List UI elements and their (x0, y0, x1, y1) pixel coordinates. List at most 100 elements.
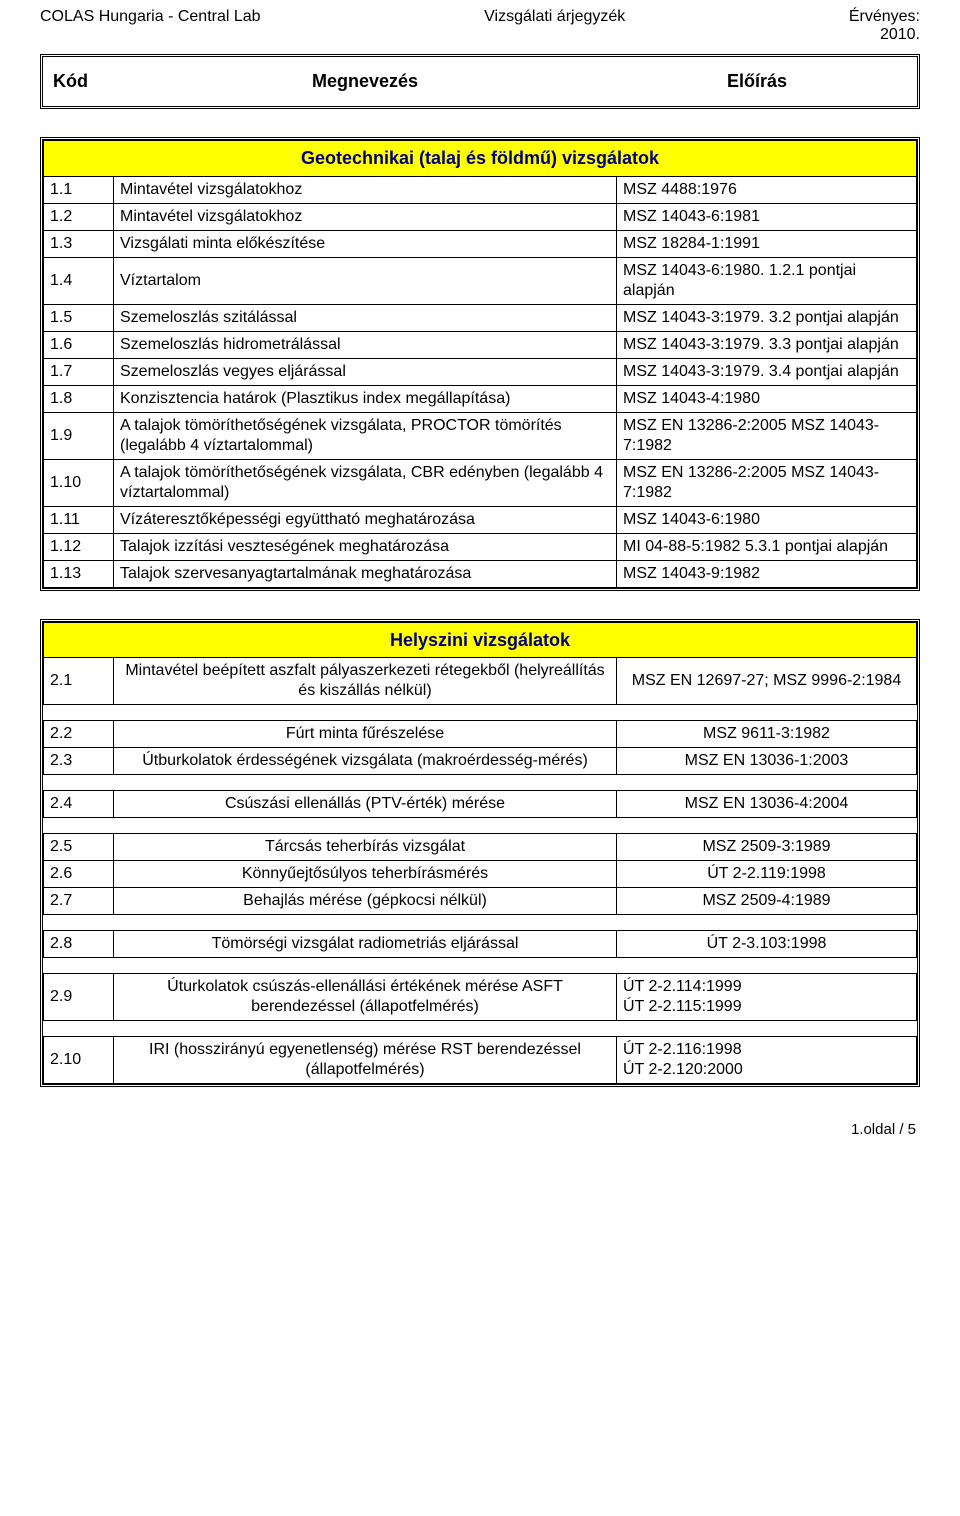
section-title: Geotechnikai (talaj és földmű) vizsgálat… (44, 141, 917, 177)
cell-code: 1.8 (44, 385, 114, 412)
cell-spec: MSZ 14043-3:1979. 3.2 pontjai alapján (617, 304, 917, 331)
col-header-spec: Előírás (607, 71, 907, 92)
cell-name: Szemeloszlás vegyes eljárással (114, 358, 617, 385)
cell-name: Víztartalom (114, 257, 617, 304)
cell-code: 1.2 (44, 203, 114, 230)
cell-spec: MSZ 18284-1:1991 (617, 230, 917, 257)
cell-name: Tárcsás teherbírás vizsgálat (114, 834, 617, 861)
cell-code: 1.5 (44, 304, 114, 331)
table-row: 1.8Konzisztencia határok (Plasztikus ind… (44, 385, 917, 412)
table-row: 1.6Szemeloszlás hidrometrálássalMSZ 1404… (44, 331, 917, 358)
gap-row (44, 818, 917, 834)
cell-code: 2.9 (44, 974, 114, 1021)
cell-spec: MSZ 2509-3:1989 (617, 834, 917, 861)
gap-row (44, 775, 917, 791)
cell-code: 1.6 (44, 331, 114, 358)
cell-code: 2.8 (44, 931, 114, 958)
cell-code: 2.2 (44, 721, 114, 748)
table-row: 2.2Fúrt minta fűrészeléseMSZ 9611-3:1982 (44, 721, 917, 748)
cell-name: Csúszási ellenállás (PTV-érték) mérése (114, 791, 617, 818)
cell-code: 1.3 (44, 230, 114, 257)
data-table: Helyszini vizsgálatok2.1Mintavétel beépí… (43, 622, 917, 1085)
cell-code: 2.5 (44, 834, 114, 861)
cell-code: 1.7 (44, 358, 114, 385)
gap-row (44, 958, 917, 974)
cell-code: 2.4 (44, 791, 114, 818)
cell-code: 2.7 (44, 888, 114, 915)
tables-container: Geotechnikai (talaj és földmű) vizsgálat… (40, 137, 920, 1087)
col-header-name: Megnevezés (123, 71, 607, 92)
cell-name: A talajok tömöríthetőségének vizsgálata,… (114, 459, 617, 506)
table-row: 1.1Mintavétel vizsgálatokhozMSZ 4488:197… (44, 176, 917, 203)
cell-name: Könnyűejtősúlyos teherbírásmérés (114, 861, 617, 888)
header-left: COLAS Hungaria - Central Lab (40, 8, 261, 44)
table-row: 2.8Tömörségi vizsgálat radiometriás eljá… (44, 931, 917, 958)
cell-name: Szemeloszlás szitálással (114, 304, 617, 331)
cell-spec: MSZ 14043-6:1980. 1.2.1 pontjai alapján (617, 257, 917, 304)
cell-name: Talajok izzítási veszteségének meghatáro… (114, 533, 617, 560)
cell-spec: MSZ EN 13036-1:2003 (617, 748, 917, 775)
section-title-row: Helyszini vizsgálatok (44, 622, 917, 658)
cell-code: 1.12 (44, 533, 114, 560)
gap-row (44, 1021, 917, 1037)
table-row: 1.4VíztartalomMSZ 14043-6:1980. 1.2.1 po… (44, 257, 917, 304)
cell-code: 2.6 (44, 861, 114, 888)
table-row: 1.10A talajok tömöríthetőségének vizsgál… (44, 459, 917, 506)
top-header: COLAS Hungaria - Central Lab Vizsgálati … (40, 8, 920, 44)
cell-spec: MSZ 14043-6:1981 (617, 203, 917, 230)
cell-spec: MSZ 4488:1976 (617, 176, 917, 203)
cell-code: 1.13 (44, 560, 114, 587)
table-row: 2.1Mintavétel beépített aszfalt pályasze… (44, 658, 917, 705)
cell-spec: MSZ 14043-3:1979. 3.4 pontjai alapján (617, 358, 917, 385)
gap-row (44, 705, 917, 721)
cell-name: Mintavétel beépített aszfalt pályaszerke… (114, 658, 617, 705)
cell-name: Útburkolatok érdességének vizsgálata (ma… (114, 748, 617, 775)
table-row: 1.2Mintavétel vizsgálatokhozMSZ 14043-6:… (44, 203, 917, 230)
table-row: 1.12Talajok izzítási veszteségének megha… (44, 533, 917, 560)
cell-name: Vízáteresztőképességi együttható meghatá… (114, 506, 617, 533)
table-row: 2.7Behajlás mérése (gépkocsi nélkül)MSZ … (44, 888, 917, 915)
section-frame: Helyszini vizsgálatok2.1Mintavétel beépí… (40, 619, 920, 1088)
table-row: 2.3Útburkolatok érdességének vizsgálata … (44, 748, 917, 775)
cell-spec: MSZ 2509-4:1989 (617, 888, 917, 915)
cell-name: IRI (hosszirányú egyenetlenség) mérése R… (114, 1037, 617, 1084)
cell-name: Úturkolatok csúszás-ellenállási értékéne… (114, 974, 617, 1021)
page: COLAS Hungaria - Central Lab Vizsgálati … (0, 0, 960, 1158)
cell-spec: ÚT 2-2.119:1998 (617, 861, 917, 888)
section-title-row: Geotechnikai (talaj és földmű) vizsgálat… (44, 141, 917, 177)
section-frame: Geotechnikai (talaj és földmű) vizsgálat… (40, 137, 920, 591)
cell-spec: MI 04-88-5:1982 5.3.1 pontjai alapján (617, 533, 917, 560)
cell-name: Konzisztencia határok (Plasztikus index … (114, 385, 617, 412)
section-title: Helyszini vizsgálatok (44, 622, 917, 658)
cell-name: Mintavétel vizsgálatokhoz (114, 203, 617, 230)
cell-spec: MSZ 9611-3:1982 (617, 721, 917, 748)
cell-spec: MSZ 14043-4:1980 (617, 385, 917, 412)
cell-code: 1.11 (44, 506, 114, 533)
cell-spec: MSZ EN 13286-2:2005 MSZ 14043-7:1982 (617, 412, 917, 459)
cell-spec: MSZ 14043-3:1979. 3.3 pontjai alapján (617, 331, 917, 358)
cell-spec: MSZ EN 12697-27; MSZ 9996-2:1984 (617, 658, 917, 705)
table-row: 2.10IRI (hosszirányú egyenetlenség) méré… (44, 1037, 917, 1084)
header-right: Érvényes: 2010. (849, 8, 920, 44)
table-row: 2.4Csúszási ellenállás (PTV-érték) mérés… (44, 791, 917, 818)
cell-spec: ÚT 2-2.114:1999 ÚT 2-2.115:1999 (617, 974, 917, 1021)
cell-name: A talajok tömöríthetőségének vizsgálata,… (114, 412, 617, 459)
cell-name: Vizsgálati minta előkészítése (114, 230, 617, 257)
cell-spec: MSZ 14043-6:1980 (617, 506, 917, 533)
cell-name: Fúrt minta fűrészelése (114, 721, 617, 748)
cell-name: Behajlás mérése (gépkocsi nélkül) (114, 888, 617, 915)
cell-spec: MSZ 14043-9:1982 (617, 560, 917, 587)
gap-row (44, 915, 917, 931)
data-table: Geotechnikai (talaj és földmű) vizsgálat… (43, 140, 917, 588)
table-row: 2.6Könnyűejtősúlyos teherbírásmérésÚT 2-… (44, 861, 917, 888)
table-row: 1.3Vizsgálati minta előkészítéseMSZ 1828… (44, 230, 917, 257)
table-row: 2.5Tárcsás teherbírás vizsgálatMSZ 2509-… (44, 834, 917, 861)
cell-spec: MSZ EN 13286-2:2005 MSZ 14043-7:1982 (617, 459, 917, 506)
table-row: 2.9Úturkolatok csúszás-ellenállási érték… (44, 974, 917, 1021)
table-row: 1.5Szemeloszlás szitálássalMSZ 14043-3:1… (44, 304, 917, 331)
column-header-row: Kód Megnevezés Előírás (43, 57, 917, 106)
cell-name: Szemeloszlás hidrometrálással (114, 331, 617, 358)
cell-code: 1.4 (44, 257, 114, 304)
cell-name: Mintavétel vizsgálatokhoz (114, 176, 617, 203)
col-header-code: Kód (53, 71, 123, 92)
